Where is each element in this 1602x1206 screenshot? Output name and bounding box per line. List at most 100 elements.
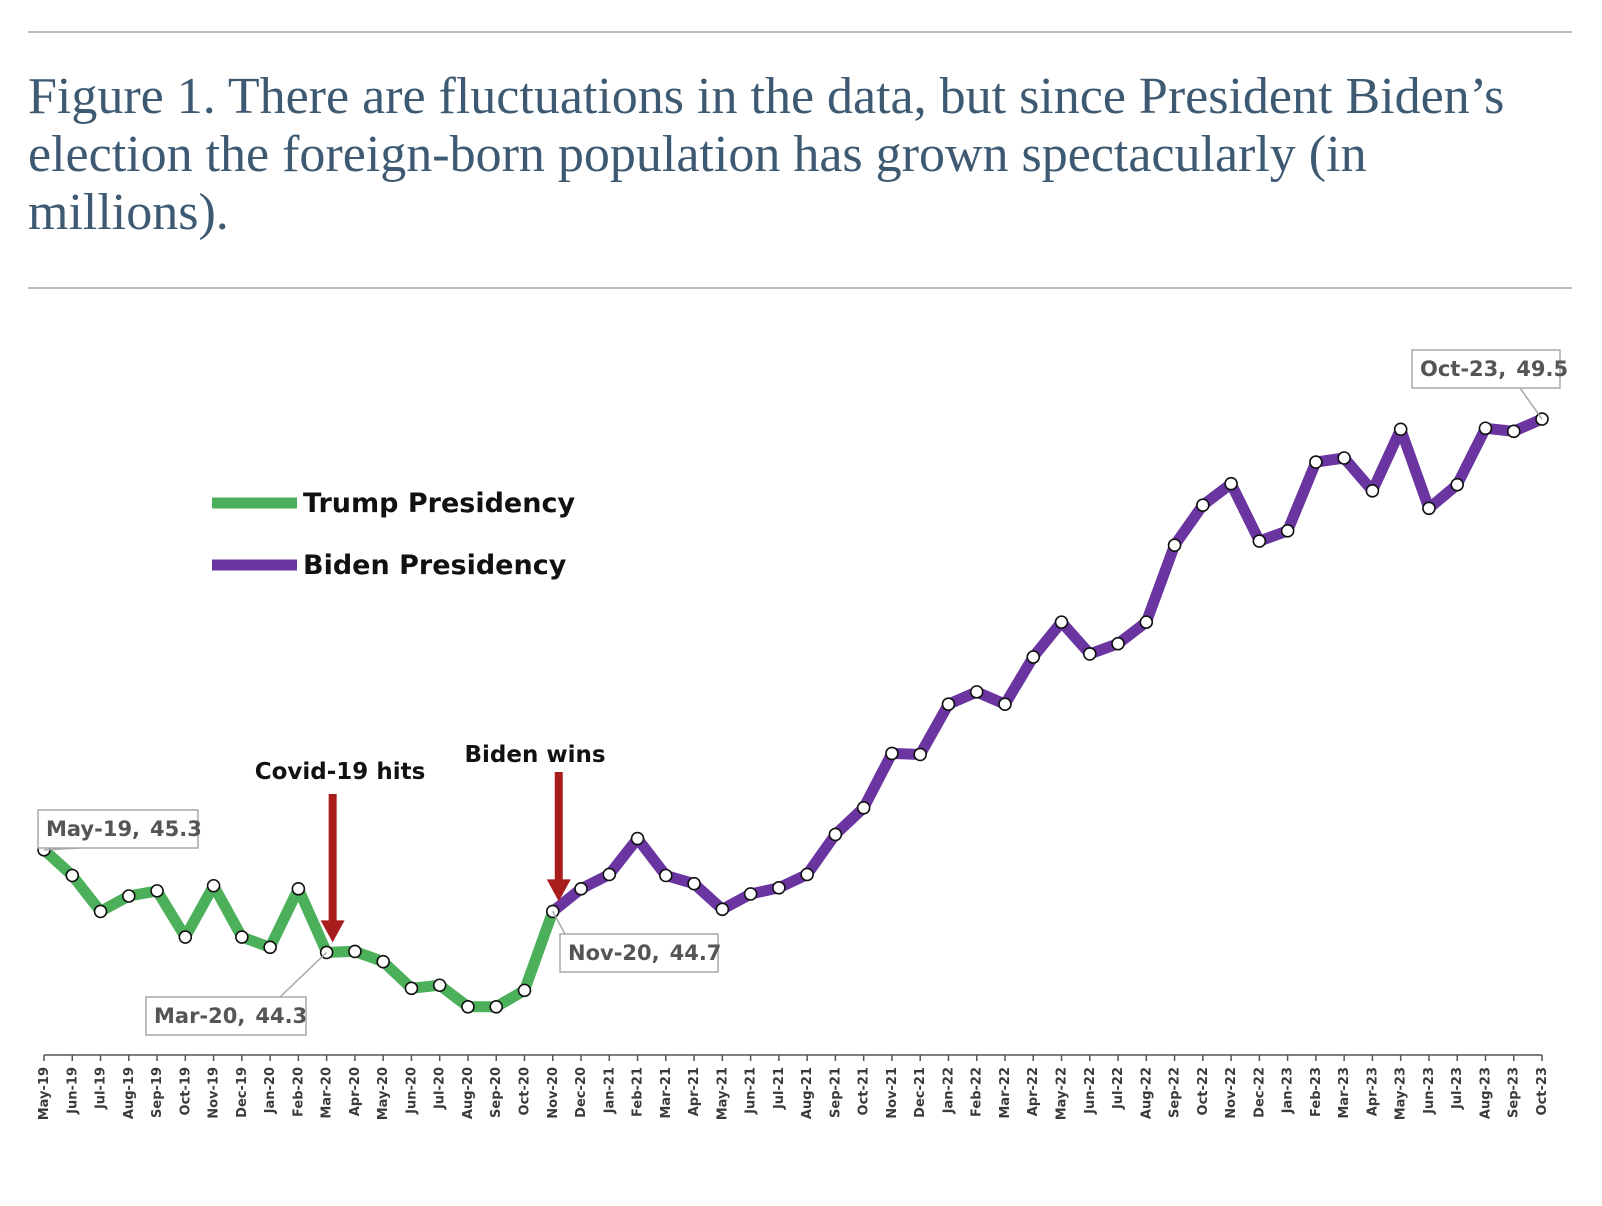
callout-mar-20: Mar-20, 44.3: [145, 951, 328, 1036]
data-point: [291, 882, 306, 896]
x-tick-label: Oct-22: [1196, 1067, 1211, 1115]
data-point: [772, 881, 786, 895]
x-tick-label: Jul-22: [1111, 1067, 1126, 1110]
x-tick-label: Dec-20: [574, 1067, 589, 1118]
data-point: [1054, 615, 1069, 629]
x-tick-label: Nov-22: [1224, 1067, 1239, 1119]
data-point: [715, 902, 730, 917]
data-point: [1506, 424, 1521, 439]
callout-box: [559, 933, 719, 973]
x-tick-label: Jul-21: [772, 1067, 787, 1110]
x-tick-label: May-20: [376, 1067, 391, 1120]
callout-label: Mar-20,: [154, 1004, 245, 1028]
data-callouts: May-19, 45.3 Mar-20, 44.3 Nov-20, 44.7 Oct-23,…: [37, 349, 1568, 1036]
data-point: [828, 827, 843, 842]
data-point: [885, 746, 899, 761]
legend-label: Trump Presidency: [303, 488, 575, 519]
data-point: [1365, 484, 1380, 498]
x-tick-label: Mar-20: [320, 1067, 335, 1119]
data-point: [687, 876, 701, 891]
data-point: [489, 999, 504, 1014]
x-tick-label: Apr-21: [687, 1067, 702, 1116]
x-tick-label: Dec-21: [913, 1067, 928, 1118]
callout-label: May-19,: [46, 817, 140, 841]
event-annotations: Covid-19 hits Biden wins: [255, 742, 606, 943]
x-tick-label: Sep-23: [1507, 1067, 1522, 1118]
x-tick-label: Jun-22: [1083, 1067, 1098, 1115]
figure-title: Figure 1. There are fluctuations in the …: [28, 68, 1505, 241]
callout-text: Oct-23, 49.5: [1420, 357, 1568, 381]
data-point: [348, 944, 362, 959]
data-point: [404, 981, 419, 996]
x-tick-label: Jan-20: [263, 1067, 278, 1114]
callout-value: 45.3: [150, 817, 202, 841]
callout-leader: [1519, 387, 1543, 420]
callout-nov-20: Nov-20, 44.7: [552, 911, 721, 973]
data-point: [998, 697, 1012, 711]
data-point: [630, 831, 645, 846]
data-point: [1111, 636, 1125, 651]
x-tick-label: Oct-23: [1535, 1067, 1550, 1115]
x-tick-label: Jul-19: [94, 1067, 109, 1110]
x-tick-label: Nov-20: [546, 1067, 561, 1119]
data-point: [1422, 501, 1436, 516]
data-point: [1309, 455, 1323, 469]
data-point: [432, 978, 447, 993]
data-point: [1478, 421, 1493, 436]
x-tick-label: May-19: [37, 1067, 52, 1120]
x-tick-label: Apr-23: [1365, 1067, 1380, 1116]
data-point: [263, 940, 277, 955]
data-point: [517, 983, 532, 998]
data-point: [150, 884, 164, 898]
callout-text: May-19, 45.3: [46, 817, 202, 841]
event-label: Biden wins: [464, 742, 605, 768]
callout-text: Nov-20, 44.7: [568, 941, 721, 965]
callout-value: 49.5: [1516, 357, 1568, 381]
data-point: [1252, 534, 1267, 548]
data-point: [602, 867, 617, 882]
x-tick-label: Dec-22: [1252, 1067, 1267, 1118]
callout-may-19: May-19, 45.3: [37, 809, 202, 851]
x-tick-label: May-22: [1055, 1067, 1070, 1120]
callout-leader: [279, 951, 328, 998]
data-point: [93, 904, 108, 919]
data-point: [1224, 476, 1238, 491]
data-point: [1082, 647, 1097, 661]
callout-box: [145, 996, 307, 1036]
x-tick-label: Feb-22: [970, 1067, 985, 1117]
data-point: [743, 887, 758, 901]
data-point: [1196, 498, 1210, 512]
data-point: [1167, 538, 1182, 552]
legend: Trump Presidency Biden Presidency: [212, 488, 575, 581]
bottom-divider: [28, 287, 1572, 289]
x-tick-label: Jun-20: [404, 1067, 419, 1115]
event-label: Covid-19 hits: [255, 759, 426, 785]
x-tick-label: Feb-23: [1309, 1067, 1324, 1117]
data-point: [65, 868, 80, 883]
callout-box: [37, 809, 199, 849]
data-point: [121, 889, 136, 903]
x-tick-label: Mar-21: [659, 1067, 674, 1119]
x-tick-label: Oct-19: [178, 1067, 193, 1115]
callout-leader: [552, 911, 566, 935]
x-tick-label: Jan-22: [941, 1067, 956, 1114]
x-tick-label: Jun-19: [65, 1067, 80, 1115]
x-tick-label: Jan-23: [1281, 1067, 1296, 1114]
x-tick-label: Apr-22: [1026, 1067, 1041, 1116]
x-tick-label: Aug-23: [1478, 1067, 1493, 1119]
data-point: [1337, 451, 1351, 465]
data-point: [1393, 422, 1408, 437]
x-tick-label: May-21: [715, 1067, 730, 1120]
data-point: [941, 697, 956, 711]
data-point: [1450, 477, 1465, 492]
x-tick-label: May-23: [1394, 1067, 1409, 1120]
x-tick-label: Dec-19: [235, 1067, 250, 1118]
x-tick-label: Oct-21: [857, 1067, 872, 1115]
x-tick-label: Aug-19: [122, 1067, 137, 1119]
callout-label: Nov-20,: [568, 941, 660, 965]
data-point: [1280, 524, 1295, 538]
x-tick-label: Sep-19: [150, 1067, 165, 1118]
x-axis: May-19 Jun-19 Jul-19 Aug-19 Sep-19 Oct-19 Nov-…: [37, 1054, 1550, 1120]
x-tick-label: Jan-21: [602, 1067, 617, 1114]
x-tick-label: Nov-19: [207, 1067, 222, 1119]
